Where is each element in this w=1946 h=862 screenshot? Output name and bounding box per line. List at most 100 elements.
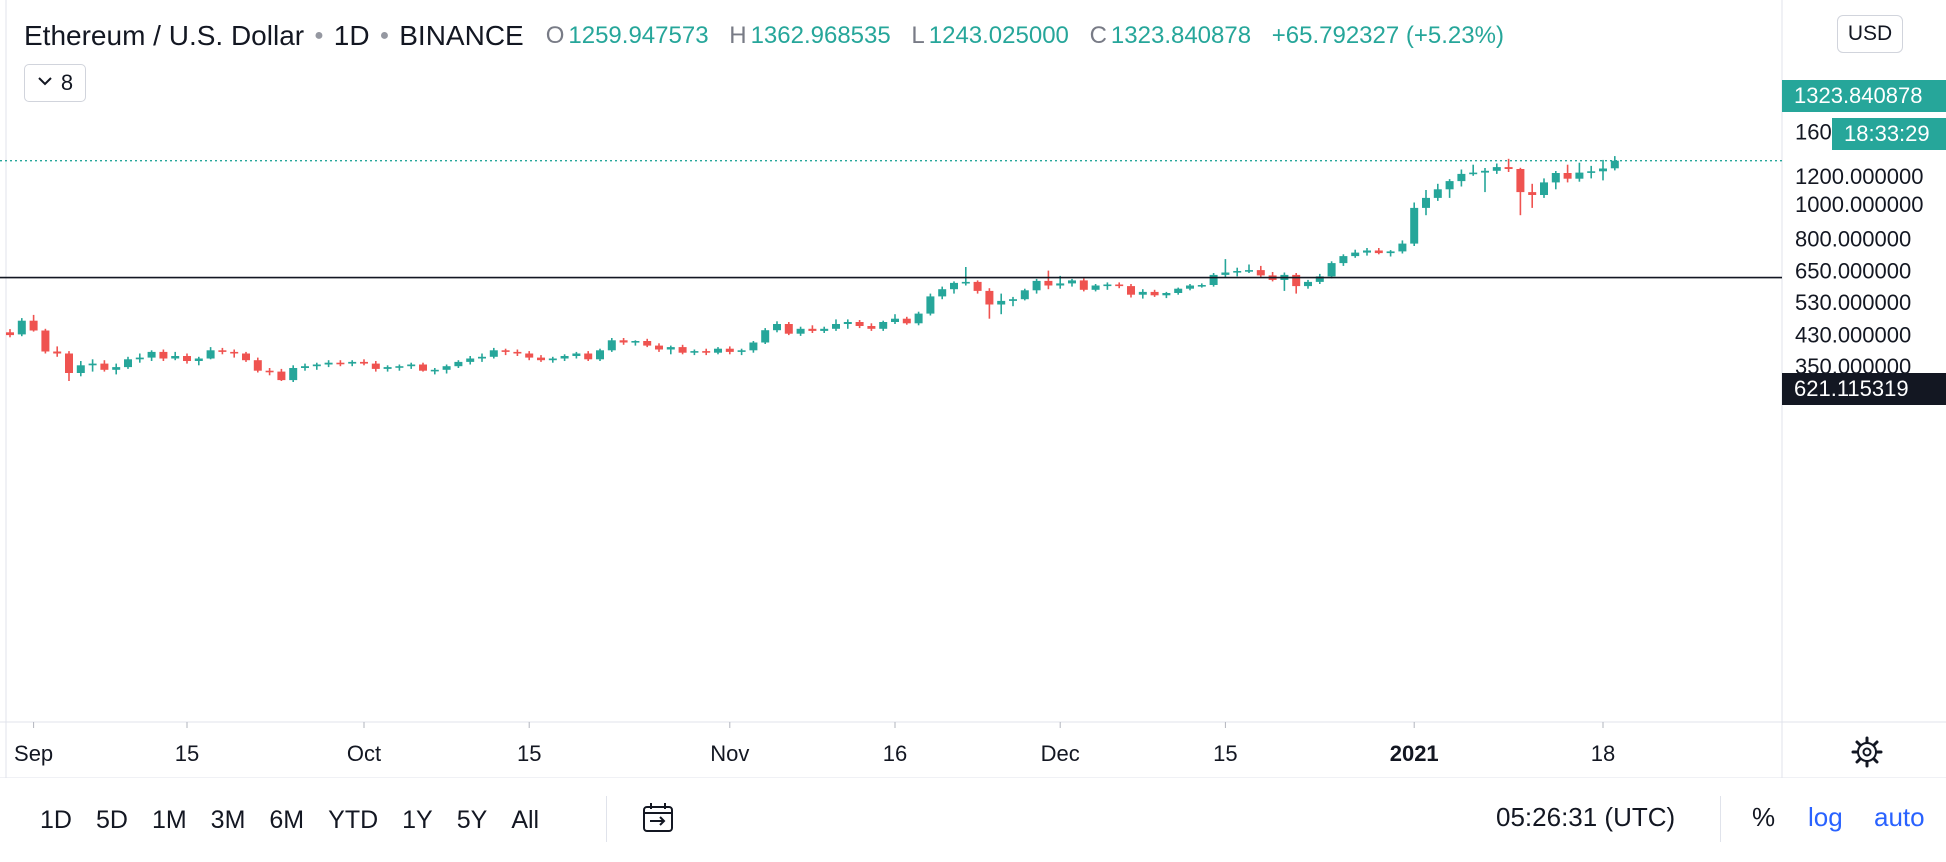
candle-body [1292, 274, 1301, 287]
range-all-button[interactable]: All [511, 806, 540, 834]
candle [6, 329, 14, 338]
utc-clock[interactable]: 05:26:31 (UTC) [1496, 802, 1676, 832]
candle-body [537, 357, 545, 361]
candle-body [1233, 271, 1242, 273]
candle-body [29, 320, 38, 331]
candle [902, 316, 911, 325]
candle [950, 281, 958, 294]
candle [820, 326, 829, 333]
candle [265, 368, 274, 376]
candle [112, 363, 121, 375]
range-1y-button[interactable]: 1Y [402, 806, 433, 834]
candle-body [1469, 172, 1478, 175]
candle-body [6, 332, 14, 336]
candle [301, 363, 309, 371]
percent-scale-toggle[interactable]: % [1752, 802, 1776, 832]
candle-body [525, 353, 534, 358]
candle-body [1363, 250, 1371, 253]
indicators-toggle-button[interactable]: 8 [24, 64, 86, 102]
go-to-date-icon[interactable] [640, 800, 676, 836]
low-value: 1243.025000 [928, 22, 1069, 49]
candle-body [1386, 251, 1395, 254]
candle [17, 318, 26, 337]
candle [596, 348, 604, 361]
candle-body [1410, 207, 1419, 244]
time-axis: Sep 15 Oct 15 Nov 16 Dec 15 2021 18 [14, 722, 1615, 766]
symbol-title[interactable]: Ethereum / U.S. Dollar [24, 20, 305, 51]
candle-body [926, 296, 935, 314]
range-6m-button[interactable]: 6M [269, 806, 305, 834]
candle-body [501, 350, 510, 352]
candle [666, 345, 675, 355]
range-1m-button[interactable]: 1M [151, 806, 187, 834]
candle [1209, 273, 1218, 287]
candle [230, 349, 239, 358]
range-1d-button[interactable]: 1D [40, 806, 72, 834]
candles-layer [6, 156, 1619, 382]
candle [525, 351, 534, 361]
range-ytd-button[interactable]: YTD [328, 806, 379, 834]
candle [761, 328, 770, 344]
candle [1150, 289, 1159, 297]
candle-body [242, 353, 250, 361]
horizontal-line-price-tag: 621.115319 [1782, 373, 1946, 405]
candle [1233, 267, 1242, 277]
candle [997, 293, 1006, 315]
candle-body [147, 351, 156, 358]
candle-body [1445, 181, 1454, 190]
candle [808, 325, 817, 333]
range-5d-button[interactable]: 5D [95, 806, 128, 834]
candle-body [348, 361, 357, 364]
currency-button[interactable]: USD [1837, 15, 1903, 53]
candle-body [336, 362, 345, 365]
candle-body [1457, 173, 1466, 182]
gear-icon[interactable] [1848, 733, 1886, 771]
candle [584, 351, 593, 361]
candle-body [997, 300, 1006, 305]
auto-scale-toggle[interactable]: auto [1874, 802, 1925, 832]
candle-body [867, 326, 876, 329]
range-5y-button[interactable]: 5Y [456, 806, 488, 834]
candle [1127, 284, 1135, 298]
candle-body [560, 356, 569, 359]
candle [702, 348, 711, 356]
candle-body [1599, 168, 1607, 172]
candle-body [572, 353, 581, 356]
legend-separator-dot: ● [314, 27, 324, 44]
candle [631, 340, 640, 346]
high-value: 1362.968535 [750, 22, 891, 49]
candle [1422, 190, 1430, 216]
candle-body [371, 363, 380, 369]
candle-body [383, 367, 392, 369]
log-scale-toggle[interactable]: log [1808, 802, 1843, 832]
candle-body [194, 358, 203, 361]
candle [619, 338, 628, 345]
candle [690, 349, 699, 356]
candle-body [124, 359, 132, 368]
candle [312, 362, 321, 370]
candle-body [1127, 286, 1135, 295]
candle-body [655, 345, 663, 350]
interval-label[interactable]: 1D [333, 20, 370, 51]
candle [442, 364, 451, 374]
candle [454, 360, 463, 368]
candle [1197, 283, 1206, 288]
price-tick-label: 650.000000 [1795, 259, 1911, 284]
candle [478, 353, 486, 362]
candle [65, 351, 73, 381]
candle-body [454, 361, 463, 367]
candle-body [950, 282, 958, 290]
candle-body [289, 368, 298, 381]
candle-body [135, 357, 144, 360]
candle [53, 346, 62, 357]
candle-body [253, 360, 262, 371]
range-3m-button[interactable]: 3M [210, 806, 246, 834]
candle-body [1150, 291, 1159, 296]
price-tick-label: 1000.000000 [1795, 192, 1923, 217]
candle [183, 353, 191, 364]
candle-body [324, 362, 333, 365]
candle-body [265, 370, 274, 373]
candle [1374, 248, 1383, 255]
candle-body [619, 340, 628, 343]
